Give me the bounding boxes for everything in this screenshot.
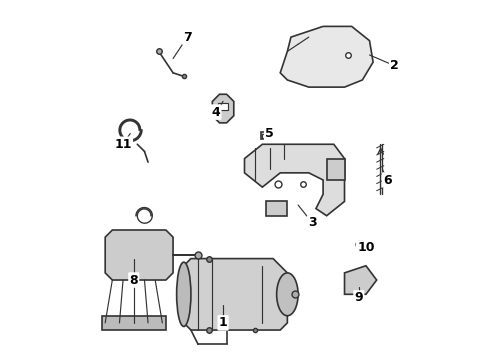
Polygon shape [262,134,269,138]
Text: 8: 8 [129,274,138,287]
Polygon shape [326,158,344,180]
Text: 6: 6 [382,174,391,186]
Ellipse shape [176,262,190,327]
Polygon shape [280,26,372,87]
Polygon shape [105,230,173,280]
Text: 1: 1 [218,316,227,329]
Text: 11: 11 [114,138,132,151]
Polygon shape [244,144,344,216]
Polygon shape [344,266,376,294]
Text: 2: 2 [389,59,398,72]
Text: 5: 5 [264,127,273,140]
Text: 10: 10 [356,241,374,255]
Text: 3: 3 [307,216,316,229]
Polygon shape [183,258,287,330]
Polygon shape [212,94,233,123]
Text: 4: 4 [211,105,220,119]
Text: 7: 7 [183,31,191,44]
Polygon shape [265,202,287,216]
Text: 9: 9 [354,291,363,305]
Polygon shape [260,132,271,139]
Polygon shape [102,316,165,330]
Ellipse shape [276,273,298,316]
Polygon shape [217,103,228,111]
